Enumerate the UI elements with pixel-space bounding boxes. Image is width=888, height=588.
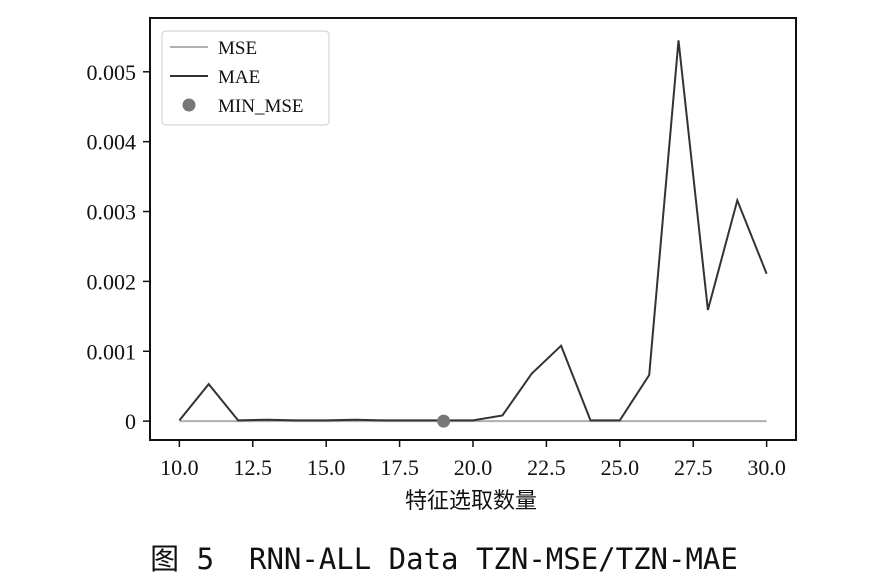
legend-label: MIN_MSE <box>218 96 304 117</box>
x-tick-label: 15.0 <box>307 455 346 480</box>
plot-area <box>178 40 768 428</box>
marker-min-mse <box>437 414 451 428</box>
x-tick-label: 20.0 <box>454 455 493 480</box>
x-tick-label: 30.0 <box>747 455 786 480</box>
figure-caption: 图 5 RNN-ALL Data TZN-MSE/TZN-MAE <box>150 542 738 576</box>
legend-box <box>161 30 330 126</box>
x-axis-label: 特征选取数量 <box>405 489 537 514</box>
y-tick-label: 0.003 <box>87 200 137 225</box>
y-tick-label: 0.001 <box>87 339 137 364</box>
x-tick-label: 27.5 <box>674 455 713 480</box>
series-line-mae <box>178 40 768 422</box>
x-tick-label: 22.5 <box>527 455 566 480</box>
y-tick-label: 0.004 <box>87 130 137 155</box>
x-tick-label: 17.5 <box>380 455 419 480</box>
x-tick-label: 12.5 <box>234 455 273 480</box>
legend-swatch-dot <box>182 98 196 112</box>
legend-label: MSE <box>218 38 257 59</box>
chart: 10.0 12.5 15.0 17.5 20.0 22.5 25.0 27.5 30.0 0 0.… <box>87 17 797 514</box>
legend-label: MAE <box>218 67 260 88</box>
y-tick-label: 0.002 <box>87 269 137 294</box>
x-axis: 10.0 12.5 15.0 17.5 20.0 22.5 25.0 27.5 30.0 <box>160 440 786 480</box>
y-tick-label: 0 <box>125 409 136 434</box>
legend: MSE MAE MIN_MSE <box>161 30 330 126</box>
y-tick-label: 0.005 <box>87 60 137 85</box>
x-tick-label: 10.0 <box>160 455 199 480</box>
x-tick-label: 25.0 <box>601 455 640 480</box>
y-axis: 0 0.001 0.002 0.003 0.004 0.005 <box>87 60 150 434</box>
